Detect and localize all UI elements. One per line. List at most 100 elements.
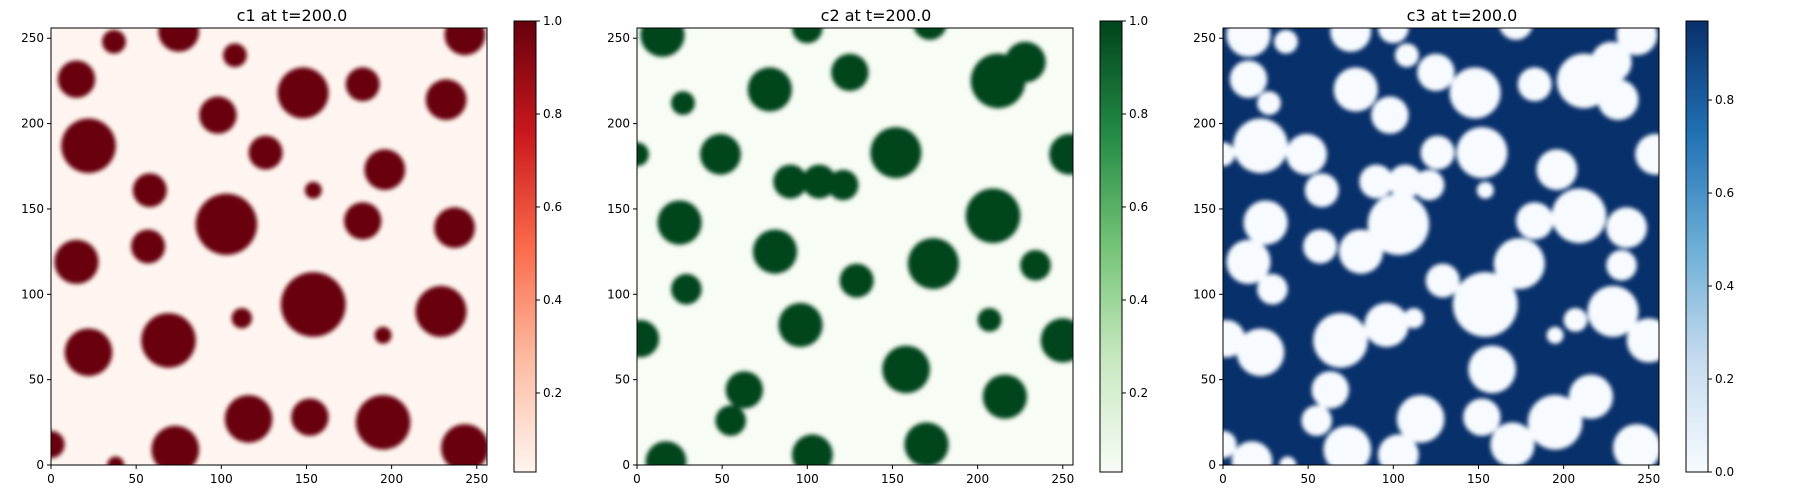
x-tick-label: 100 — [210, 472, 233, 486]
heatmap-field — [637, 28, 1073, 465]
heatmap-blob — [1257, 273, 1288, 305]
heatmap-blob — [1311, 371, 1350, 409]
heatmap-blob — [1301, 405, 1332, 436]
heatmap-blob — [752, 229, 798, 274]
heatmap-blob — [231, 308, 252, 329]
heatmap-blob — [839, 263, 874, 298]
heatmap-blob — [132, 173, 167, 208]
y-tick-label: 0 — [1208, 458, 1216, 472]
heatmap-background — [51, 28, 487, 465]
colorbar-tick-label: 0.2 — [1715, 372, 1734, 386]
heatmap-blob — [345, 67, 380, 102]
axes-frame — [636, 27, 1074, 466]
heatmap-blob — [277, 67, 329, 119]
heatmap-blob — [1223, 430, 1237, 459]
heatmap-blob — [1223, 142, 1235, 167]
heatmap-blob — [913, 28, 947, 40]
heatmap-blob — [1616, 28, 1658, 56]
heatmap-blob — [141, 313, 196, 368]
colorbar-tick-label: 0.4 — [1715, 279, 1734, 293]
y-tick-label: 100 — [21, 287, 44, 301]
heatmap-blob — [1493, 238, 1545, 290]
heatmap-blob — [1323, 425, 1372, 465]
heatmap-blob — [1425, 263, 1460, 298]
x-tick-label: 250 — [1051, 472, 1074, 486]
heatmap-blob — [223, 43, 247, 68]
y-tick-label: 150 — [1193, 202, 1216, 216]
x-tick-label: 200 — [1552, 472, 1575, 486]
heatmap-blob — [1236, 328, 1285, 377]
x-tick-label: 0 — [1219, 472, 1227, 486]
panel-title: c3 at t=200.0 — [1407, 6, 1518, 25]
heatmap-blob — [1490, 422, 1535, 465]
y-tick-label: 50 — [615, 373, 630, 387]
x-tick-label: 50 — [129, 472, 144, 486]
heatmap-blob — [977, 308, 1002, 332]
heatmap-blob — [965, 188, 1021, 244]
x-tick-label: 100 — [796, 472, 819, 486]
heatmap-blob — [1463, 398, 1501, 436]
y-tick-label: 50 — [29, 373, 44, 387]
heatmap-blob — [700, 133, 741, 175]
heatmap-blob — [1049, 133, 1073, 175]
heatmap-blob — [1626, 318, 1659, 363]
panel-c2: c2 at t=200.0 0 50 100 150 200 250 0 50 100 150 20… — [607, 6, 1148, 486]
heatmap-blob — [1378, 28, 1409, 44]
heatmap-blob — [637, 142, 649, 167]
heatmap-blob — [51, 430, 65, 459]
y-tick-label: 200 — [1193, 117, 1216, 131]
heatmap-blob — [1359, 164, 1394, 199]
heatmap-blob — [904, 422, 949, 465]
heatmap-blob — [1304, 173, 1339, 208]
y-tick-label: 100 — [607, 287, 630, 301]
x-tick-label: 250 — [1637, 472, 1660, 486]
heatmap-blob — [671, 91, 695, 115]
heatmap-blob — [1546, 326, 1564, 344]
colorbar-tick-label: 0.2 — [543, 386, 562, 400]
y-tick-label: 250 — [21, 31, 44, 45]
heatmap-blob — [1274, 29, 1298, 54]
panel-c3: c3 at t=200.0 0 50 100 150 200 250 0 50 100 150 20… — [1193, 6, 1734, 486]
heatmap-blob — [1231, 441, 1273, 465]
colorbar-tick-label: 0.8 — [1715, 93, 1734, 107]
heatmap-blob — [441, 424, 487, 465]
heatmap-blob — [831, 53, 869, 92]
heatmap-blob — [1517, 67, 1552, 102]
heatmap-blob — [907, 238, 959, 290]
heatmap-blob — [1367, 193, 1430, 255]
heatmap-blob — [131, 229, 166, 264]
heatmap-blob — [773, 164, 808, 199]
y-tick-label: 250 — [607, 31, 630, 45]
heatmap-blob — [1004, 41, 1046, 83]
colorbar — [513, 20, 537, 473]
heatmap-blob — [1338, 229, 1384, 274]
heatmap-blob — [248, 135, 283, 170]
y-tick-label: 150 — [607, 202, 630, 216]
heatmap-blob — [1286, 133, 1327, 175]
colorbar-tick-label: 0.6 — [1715, 186, 1734, 200]
heatmap-blob — [64, 328, 113, 377]
heatmap-blob — [645, 441, 687, 465]
heatmap-blob — [1551, 188, 1607, 244]
heatmap-blob — [1563, 308, 1588, 332]
heatmap-blob — [415, 285, 467, 337]
heatmap-blob — [1590, 41, 1632, 83]
heatmap-blob — [1568, 374, 1613, 419]
heatmap-blob — [364, 149, 406, 191]
x-tick-label: 0 — [633, 472, 641, 486]
colorbar-tick-label: 1.0 — [1129, 14, 1148, 28]
heatmap-blob — [725, 371, 763, 409]
heatmap-blob — [158, 28, 200, 52]
heatmap-blob — [1396, 395, 1445, 443]
heatmap-blob — [827, 169, 859, 201]
heatmap-blob — [425, 79, 467, 121]
colorbar-tick-label: 1.0 — [543, 14, 562, 28]
colorbar-tick-label: 0.8 — [1129, 107, 1148, 121]
axes-frame — [1222, 27, 1660, 466]
x-tick-label: 150 — [881, 472, 904, 486]
heatmap-blob — [1606, 207, 1647, 249]
heatmap-blob — [1468, 345, 1516, 394]
heatmap-blob — [434, 207, 475, 249]
panel-title: c1 at t=200.0 — [237, 6, 348, 25]
